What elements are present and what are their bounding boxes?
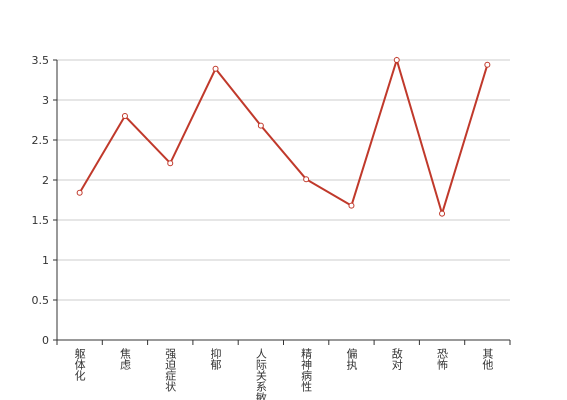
y-tick-label: 0.5 [32,294,50,307]
y-tick-label: 1 [42,254,49,267]
point [257,122,264,129]
point [121,113,128,119]
point [303,176,310,183]
y-tick-label: 3 [42,94,49,107]
y-tick-label: 3.5 [32,54,50,67]
x-tick-label: 强迫症状 [164,348,177,392]
x-tick-label: 抑郁 [209,347,222,370]
y-tick-label: 1.5 [32,214,50,227]
point [484,61,491,68]
line [78,56,489,218]
point [348,202,355,209]
x-tick-label: 躯体化 [73,348,86,382]
point [212,65,219,72]
x-tick-label: 其他 [481,348,494,370]
x-tick-label: 偏执 [345,347,358,371]
y-tick-label: 0 [42,334,49,347]
x-tick-label: 恐怖 [436,348,449,370]
point [167,160,174,167]
point [76,189,83,196]
y-tick-label: 2.5 [32,134,50,147]
x-tick-label: 焦虑 [118,348,131,370]
point [393,57,400,63]
x-tick-label: 精神病性 [300,348,313,393]
x-tick-label: 人际关系敏感 [254,348,267,400]
y-tick-label: 2 [42,174,49,187]
x-tick-label: 敌对 [390,347,403,370]
point [439,210,446,217]
